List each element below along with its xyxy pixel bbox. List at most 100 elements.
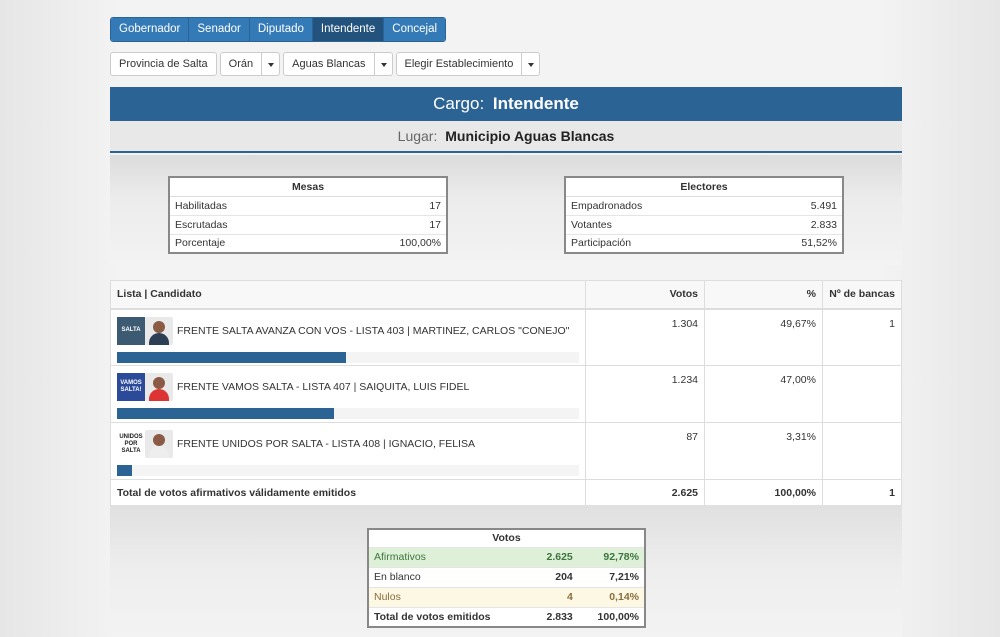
candidate-photo <box>145 373 173 401</box>
mesas-table: Mesas Habilitadas 17 Escrutadas 17 Porcent… <box>168 176 448 254</box>
candidate-seats <box>829 423 895 431</box>
cargo-tabs: Gobernador Senador Diputado Intendente C… <box>110 17 447 42</box>
table-row: Afirmativos 2.625 92,78% <box>368 546 645 567</box>
header-candidate: Lista | Candidato <box>110 280 586 310</box>
afirmativos-pct: 92,78% <box>577 546 645 567</box>
vote-bar-track <box>117 465 579 476</box>
mesas-escrutadas-label: Escrutadas <box>169 214 322 234</box>
empadronados-value: 5.491 <box>742 195 843 215</box>
electores-table: Electores Empadronados 5.491 Votantes 2.83… <box>564 176 844 254</box>
candidate-name: FRENTE VAMOS SALTA - LISTA 407 | SAIQUIT… <box>177 381 470 393</box>
empadronados-label: Empadronados <box>565 195 743 215</box>
candidate-seats: 1 <box>889 317 895 330</box>
table-row: Empadronados 5.491 <box>565 195 843 215</box>
votos-title: Votos <box>492 532 521 545</box>
table-row: Nulos 4 0,14% <box>368 586 645 607</box>
nulos-pct: 0,14% <box>577 586 645 607</box>
establecimiento-button[interactable]: Elegir Establecimiento <box>395 52 523 76</box>
municipio-selector: Aguas Blancas <box>283 52 393 76</box>
total-seats: 1 <box>822 479 902 506</box>
votantes-value: 2.833 <box>742 214 843 234</box>
provincia-selector: Provincia de Salta <box>110 52 217 76</box>
candidate-votes: 1.304 <box>671 317 698 330</box>
municipio-button[interactable]: Aguas Blancas <box>283 52 375 76</box>
location-selectors: Provincia de Salta Orán Aguas Blancas El… <box>110 52 541 76</box>
table-row: SALTA FRENTE SALTA AVANZA CON VOS - LIST… <box>110 308 902 366</box>
vote-bar <box>117 465 133 476</box>
tab-senador[interactable]: Senador <box>189 18 250 41</box>
tab-gobernador[interactable]: Gobernador <box>111 18 190 41</box>
table-row: Escrutadas 17 <box>169 214 447 234</box>
header-pct: % <box>704 280 823 310</box>
departamento-selector: Orán <box>219 52 281 76</box>
total-emitidos-votes: 2.833 <box>531 606 578 627</box>
candidate-pct: 47,00% <box>780 374 816 386</box>
departamento-dropdown-toggle[interactable] <box>262 52 281 76</box>
mesas-habilitadas-value: 17 <box>321 195 447 215</box>
tab-intendente[interactable]: Intendente <box>312 18 385 41</box>
header-votes: Votos <box>585 280 705 310</box>
provincia-button[interactable]: Provincia de Salta <box>110 52 217 76</box>
candidate-seats <box>829 366 895 374</box>
candidate-name: FRENTE UNIDOS POR SALTA - LISTA 408 | IG… <box>177 438 475 450</box>
cargo-value: Intendente <box>492 94 579 113</box>
mesas-escrutadas-value: 17 <box>321 214 447 234</box>
lugar-header: Lugar: Municipio Aguas Blancas <box>110 121 902 153</box>
votos-table: Votos Afirmativos 2.625 92,78% En blanco… <box>367 528 646 628</box>
table-row: Votantes 2.833 <box>565 214 843 234</box>
cargo-header: Cargo: Intendente <box>110 87 902 121</box>
table-row: Porcentaje 100,00% <box>169 233 447 253</box>
lugar-value: Municipio Aguas Blancas <box>445 128 615 144</box>
establecimiento-selector: Elegir Establecimiento <box>395 52 541 76</box>
party-logo: VAMOS SALTA! <box>117 373 145 401</box>
tab-concejal[interactable]: Concejal <box>384 18 446 41</box>
afirmativos-votes: 2.625 <box>531 546 578 567</box>
table-row: UNIDOS POR SALTA FRENTE UNIDOS POR SALTA… <box>110 422 902 480</box>
candidate-photo <box>145 430 173 458</box>
municipio-dropdown-toggle[interactable] <box>374 52 393 76</box>
candidate-votes: 87 <box>686 431 698 443</box>
establecimiento-dropdown-toggle[interactable] <box>522 52 541 76</box>
table-row: Total de votos emitidos 2.833 100,00% <box>368 606 645 627</box>
cargo-label: Cargo: <box>433 94 485 113</box>
total-emitidos-label: Total de votos emitidos <box>368 606 532 627</box>
nulos-votes: 4 <box>531 586 578 607</box>
en-blanco-votes: 204 <box>531 566 578 587</box>
participacion-value: 51,52% <box>742 233 843 253</box>
table-row: VAMOS SALTA! FRENTE VAMOS SALTA - LISTA … <box>110 365 902 423</box>
candidate-pct: 3,31% <box>786 431 816 443</box>
candidate-pct: 49,67% <box>780 317 816 330</box>
participacion-label: Participación <box>565 233 743 253</box>
electores-title: Electores <box>565 177 843 197</box>
party-logo: SALTA <box>117 316 145 345</box>
votantes-label: Votantes <box>565 214 743 234</box>
total-votes: 2.625 <box>585 479 705 506</box>
afirmativos-label: Afirmativos <box>368 546 532 567</box>
mesas-habilitadas-label: Habilitadas <box>169 195 322 215</box>
results-table: Lista | Candidato Votos % Nº de bancas S… <box>110 280 902 506</box>
en-blanco-pct: 7,21% <box>577 566 645 587</box>
vote-bar <box>117 408 335 419</box>
total-pct: 100,00% <box>704 479 823 506</box>
candidate-photo <box>145 316 173 345</box>
vote-bar <box>117 351 347 363</box>
vote-bar-track <box>117 408 579 419</box>
candidate-votes: 1.234 <box>671 374 698 386</box>
lugar-label: Lugar: <box>397 128 438 144</box>
table-row: Participación 51,52% <box>565 233 843 253</box>
mesas-porcentaje-label: Porcentaje <box>169 233 322 253</box>
total-row: Total de votos afirmativos válidamente e… <box>110 479 902 506</box>
header-seats: Nº de bancas <box>822 280 902 310</box>
en-blanco-label: En blanco <box>368 566 532 587</box>
party-logo: UNIDOS POR SALTA <box>117 430 145 458</box>
tab-diputado[interactable]: Diputado <box>249 18 313 41</box>
mesas-porcentaje-value: 100,00% <box>321 233 447 253</box>
total-emitidos-pct: 100,00% <box>577 606 645 627</box>
table-row: Habilitadas 17 <box>169 195 447 215</box>
table-row: En blanco 204 7,21% <box>368 566 645 587</box>
candidate-name: FRENTE SALTA AVANZA CON VOS - LISTA 403 … <box>177 324 570 337</box>
departamento-button[interactable]: Orán <box>219 52 263 76</box>
mesas-title: Mesas <box>169 177 447 197</box>
total-label: Total de votos afirmativos válidamente e… <box>110 479 586 506</box>
vote-bar-track <box>117 351 579 363</box>
